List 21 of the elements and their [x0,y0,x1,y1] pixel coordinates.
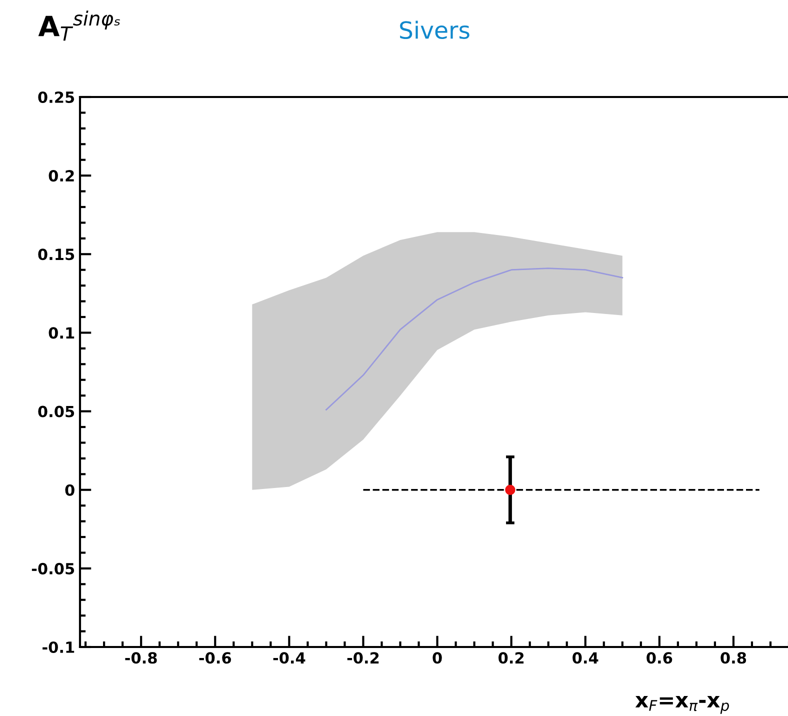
x-tick-label: 0.4 [572,652,598,664]
y-tick-label: -0.1 [42,641,74,654]
chart-title: Sivers [400,20,470,39]
x-tick-label: -0.8 [125,652,157,664]
y-axis-title: A$_{T}$$^{sinφₛ}$ [38,10,120,41]
y-tick-label: -0.05 [32,562,74,574]
y-tick-label: 0.25 [38,91,74,104]
x-tick-label: -0.4 [273,652,306,664]
x-tick-label: -0.6 [199,652,232,664]
y-tick-label: 0 [65,484,74,496]
y-tick-label: 0.15 [38,248,74,260]
x-tick-label: 0.6 [646,652,672,664]
y-tick-label: 0.2 [48,170,74,182]
y-tick-label: 0.05 [38,406,74,418]
x-tick-label: 0.8 [720,652,746,664]
x-tick-label: 0 [432,652,442,664]
line-series [326,268,624,410]
x-tick-label: -0.2 [347,652,379,664]
x-tick-label: 0.2 [498,652,524,664]
y-tick-label: 0.1 [48,327,74,339]
x-axis-title: x$_{F}$=x$_{π}$-x$_{p}$ [635,696,729,714]
